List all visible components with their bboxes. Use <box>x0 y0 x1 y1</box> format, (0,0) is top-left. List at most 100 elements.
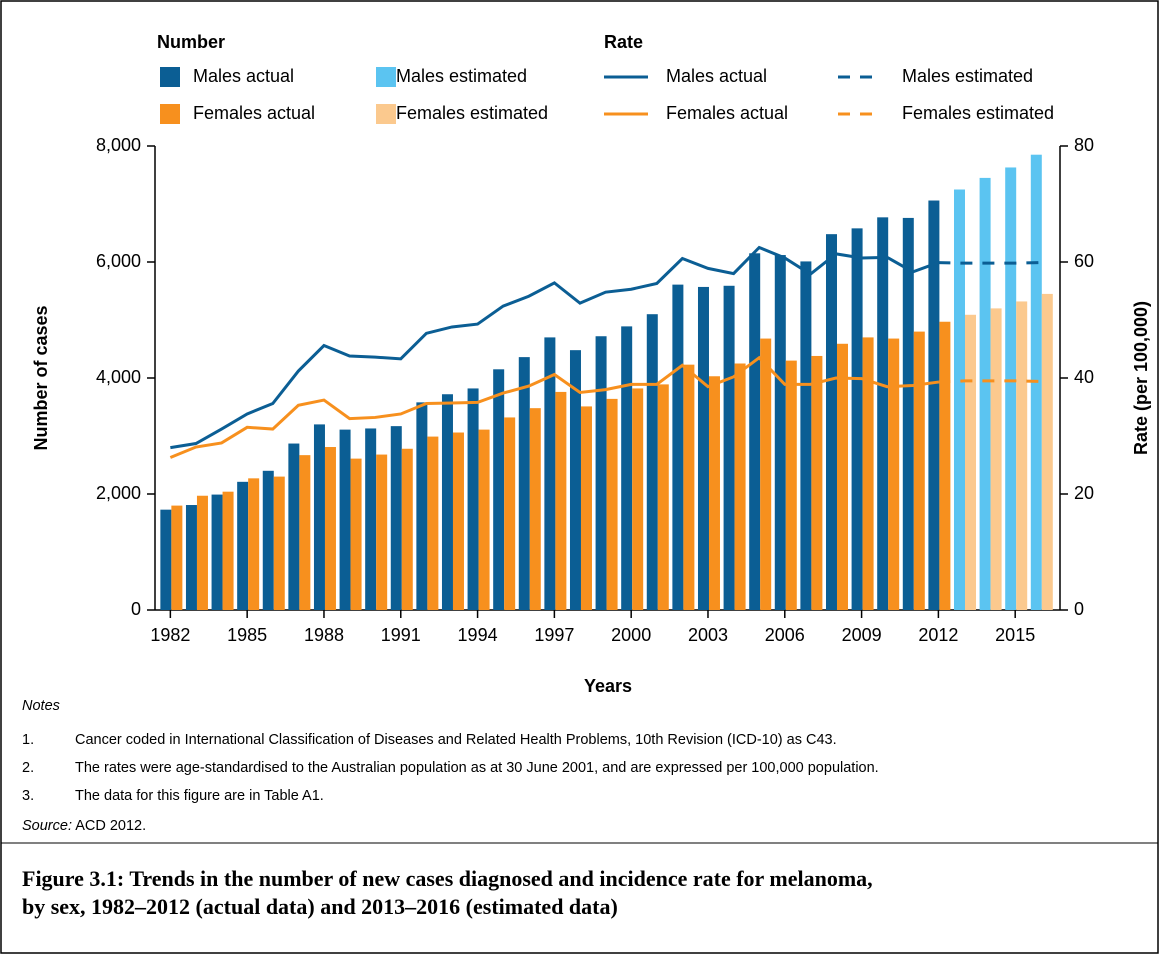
y2-tick-label: 0 <box>1074 599 1084 619</box>
bar <box>211 494 223 610</box>
y2-tick-label: 60 <box>1074 251 1094 271</box>
x-tick-label: 2015 <box>995 625 1035 645</box>
x-tick-label: 1982 <box>150 625 190 645</box>
bar <box>708 376 720 610</box>
legend-label: Males actual <box>193 66 294 86</box>
y-tick-label: 6,000 <box>96 251 141 271</box>
bar <box>1016 301 1028 610</box>
bar <box>902 217 914 611</box>
x-tick-label: 1985 <box>227 625 267 645</box>
bar <box>196 495 208 610</box>
notes-heading: Notes <box>22 698 60 714</box>
bar <box>979 177 991 610</box>
bar <box>288 443 300 610</box>
bar <box>734 363 746 610</box>
bar <box>171 505 183 610</box>
legend-label: Females estimated <box>396 103 548 123</box>
x-tick-label: 2003 <box>688 625 728 645</box>
legend-label: Males actual <box>666 66 767 86</box>
bar <box>544 337 556 610</box>
bar <box>555 391 567 610</box>
legend-swatch <box>376 104 396 124</box>
bar <box>760 338 772 610</box>
bar <box>580 406 592 610</box>
bar <box>441 394 453 610</box>
y-axis-title: Number of cases <box>31 305 51 450</box>
bar <box>185 505 197 610</box>
bar <box>697 286 709 610</box>
bar <box>913 331 925 610</box>
legend-label: Females actual <box>666 103 788 123</box>
bar <box>467 388 479 610</box>
note-text: Cancer coded in International Classifica… <box>75 732 837 748</box>
legend-swatch <box>376 67 396 87</box>
bar <box>248 478 260 610</box>
x-tick-label: 2009 <box>842 625 882 645</box>
bar <box>237 481 249 610</box>
x-tick-label: 2000 <box>611 625 651 645</box>
bar <box>262 470 274 610</box>
note-number: 2. <box>22 760 34 776</box>
legend-label: Males estimated <box>902 66 1033 86</box>
y-tick-label: 0 <box>131 599 141 619</box>
bar <box>836 343 848 610</box>
y-tick-label: 2,000 <box>96 483 141 503</box>
x-tick-label: 2012 <box>918 625 958 645</box>
x-tick-label: 1991 <box>381 625 421 645</box>
bar <box>749 253 761 611</box>
bar <box>273 476 285 610</box>
bar <box>504 417 516 610</box>
bar <box>825 234 837 610</box>
x-tick-label: 1988 <box>304 625 344 645</box>
legend-label: Males estimated <box>396 66 527 86</box>
bar <box>160 509 172 610</box>
bar <box>953 189 965 610</box>
note-number: 1. <box>22 732 34 748</box>
source: Source: ACD 2012. <box>22 818 146 834</box>
legend-heading: Number <box>157 32 225 52</box>
bar <box>606 398 618 610</box>
bar <box>313 424 325 610</box>
bar <box>518 357 530 610</box>
legend-swatch <box>160 67 180 87</box>
bar <box>478 429 490 610</box>
legend-heading: Rate <box>604 32 643 52</box>
bar <box>862 337 874 610</box>
x-axis-title: Years <box>584 676 632 696</box>
line <box>169 355 939 459</box>
y-tick-label: 8,000 <box>96 135 141 155</box>
bar <box>452 432 464 610</box>
caption: Figure 3.1: Trends in the number of new … <box>22 866 873 891</box>
bar <box>621 326 633 610</box>
bar <box>401 448 413 610</box>
x-tick-label: 1997 <box>534 625 574 645</box>
bar <box>324 447 336 610</box>
bar <box>723 285 735 610</box>
bar <box>1005 167 1017 610</box>
line <box>938 379 1041 384</box>
y2-tick-label: 20 <box>1074 483 1094 503</box>
note-text: The rates were age-standardised to the A… <box>75 760 879 776</box>
bar <box>785 360 797 610</box>
bar <box>632 388 644 610</box>
bar <box>939 321 951 610</box>
y2-axis-title: Rate (per 100,000) <box>1131 301 1151 455</box>
bar <box>964 314 976 610</box>
x-tick-label: 2006 <box>765 625 805 645</box>
bar <box>1041 293 1053 610</box>
source-text: ACD 2012. <box>75 818 146 834</box>
bar <box>493 369 505 610</box>
note-text: The data for this figure are in Table A1… <box>75 788 324 804</box>
bar <box>672 284 684 610</box>
bar <box>299 455 311 610</box>
bar <box>339 429 351 610</box>
bar <box>811 355 823 610</box>
bar <box>529 408 541 610</box>
bar <box>416 402 428 610</box>
bar <box>990 308 1002 610</box>
bar <box>569 350 581 610</box>
bar <box>800 261 812 610</box>
source-label: Source: <box>22 818 72 834</box>
bar <box>657 384 669 610</box>
bar <box>376 454 388 610</box>
